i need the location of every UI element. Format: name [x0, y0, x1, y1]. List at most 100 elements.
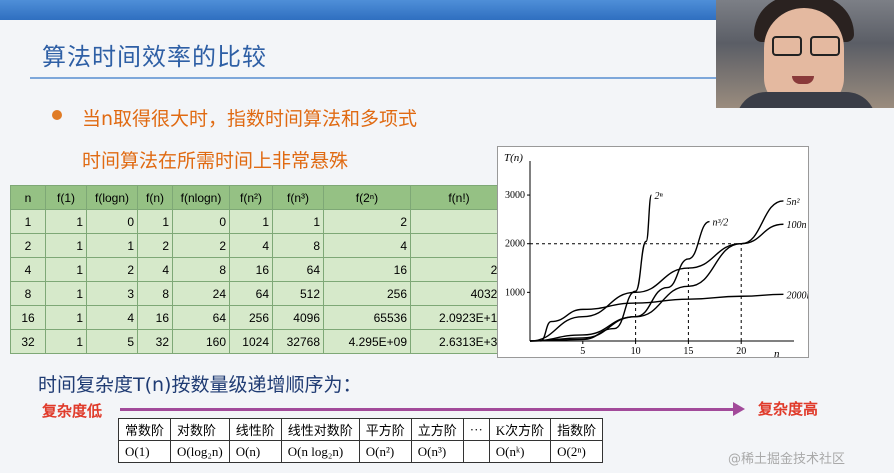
y-tick-label: 3000 — [505, 190, 525, 201]
table-cell: 1 — [45, 329, 87, 354]
order-name-cell: 线性对数阶 — [280, 418, 360, 441]
presenter-face — [764, 8, 844, 108]
table-cell: 8 — [272, 233, 324, 258]
table-cell: 0 — [86, 209, 138, 234]
y-axis-label: T(n) — [504, 152, 523, 164]
order-names-row: 常数阶 对数阶 线性阶 线性对数阶 平方阶 立方阶 ··· K次方阶 指数阶 — [117, 418, 604, 441]
arrow-head-icon — [733, 402, 745, 416]
table-row: 16 1 4 16 64 256 4096 65536 2.0923E+13 — [10, 305, 508, 330]
bullet-text-line1: 当n取得很大时，指数时间算法和多项式 — [82, 108, 418, 130]
table-cell: 64 — [172, 305, 230, 330]
table-cell: 4096 — [272, 305, 324, 330]
table-cell: 256 — [229, 305, 273, 330]
series-label: 100n — [786, 220, 806, 231]
table-cell: 2 — [410, 233, 508, 258]
table-cell: 16 — [323, 257, 411, 282]
x-tick-label: 20 — [736, 346, 746, 357]
table-header-cell: f(n²) — [229, 185, 273, 210]
title-underline — [30, 77, 720, 79]
increasing-arrow-line — [120, 408, 735, 411]
table-header-row: n f(1) f(logn) f(n) f(nlogn) f(n²) f(n³) f(2ⁿ) f… — [10, 185, 508, 210]
glasses-right — [810, 36, 840, 56]
table-row: 4 1 2 4 8 16 64 16 24 — [10, 257, 508, 282]
table-cell: 8 — [172, 257, 230, 282]
table-row: 32 1 5 32 160 1024 32768 4.295E+09 2.6313E+35 — [10, 329, 508, 354]
table-cell: 24 — [172, 281, 230, 306]
table-cell: 2 — [172, 233, 230, 258]
table-cell: 40320 — [410, 281, 508, 306]
table-header-cell: f(nlogn) — [172, 185, 230, 210]
webcam-overlay — [716, 0, 894, 108]
order-form-cell: O(log₂n) — [170, 440, 230, 463]
table-header-cell: f(n!) — [410, 185, 508, 210]
table-cell: 1024 — [229, 329, 273, 354]
high-complexity-label: 复杂度高 — [758, 400, 819, 418]
table-cell: 4 — [229, 233, 273, 258]
table-cell: 16 — [229, 257, 273, 282]
x-tick-label: 10 — [631, 346, 641, 357]
table-cell: 1 — [410, 209, 508, 234]
y-tick-label: 1000 — [505, 287, 525, 298]
function-table: n f(1) f(logn) f(n) f(nlogn) f(n²) f(n³) f(2ⁿ) f… — [10, 185, 508, 354]
y-tick-label: 2000 — [505, 239, 525, 250]
table-cell: 1 — [45, 257, 87, 282]
table-cell: 1 — [45, 281, 87, 306]
table-cell: 65536 — [323, 305, 411, 330]
table-cell: 1 — [86, 233, 138, 258]
table-cell: 4 — [323, 233, 411, 258]
table-cell: 64 — [229, 281, 273, 306]
table-cell: 16 — [137, 305, 173, 330]
glasses-left — [772, 36, 802, 56]
table-header-cell: f(n) — [137, 185, 173, 210]
series-label: 2000log₂n — [786, 290, 809, 301]
series-line — [540, 293, 784, 342]
table-cell: 160 — [172, 329, 230, 354]
table-cell: 256 — [323, 281, 411, 306]
series-label: n³/2 — [713, 218, 729, 229]
table-cell: 2 — [137, 233, 173, 258]
series-label: 2ⁿ — [654, 191, 663, 202]
table-cell: 1 — [137, 209, 173, 234]
order-form-cell: O(n log₂n) — [280, 440, 360, 463]
order-form-cell: O(n³) — [410, 440, 464, 463]
series-line — [529, 200, 784, 342]
presenter-shirt — [736, 92, 876, 108]
table-cell: 3 — [86, 281, 138, 306]
table-cell: 5 — [86, 329, 138, 354]
table-cell: 512 — [272, 281, 324, 306]
presenter-mouth — [792, 76, 814, 84]
table-cell: 1 — [45, 305, 87, 330]
table-header-cell: f(n³) — [272, 185, 324, 210]
table-cell: 0 — [172, 209, 230, 234]
order-name-cell: ··· — [462, 418, 490, 441]
order-table: 常数阶 对数阶 线性阶 线性对数阶 平方阶 立方阶 ··· K次方阶 指数阶 O(1) O(log… — [117, 418, 604, 463]
top-bar — [0, 0, 894, 20]
table-cell: 2 — [323, 209, 411, 234]
order-name-cell: 立方阶 — [410, 418, 464, 441]
watermark: @稀土掘金技术社区 — [728, 452, 846, 467]
table-cell: 1 — [45, 209, 87, 234]
order-forms-row: O(1) O(log₂n) O(n) O(n log₂n) O(n²) O(n³) O(nᵏ… — [117, 440, 604, 463]
slide-title: 算法时间效率的比较 — [42, 43, 267, 71]
order-form-cell: O(n²) — [358, 440, 412, 463]
table-cell: 8 — [137, 281, 173, 306]
series-line — [529, 223, 784, 342]
table-cell: 4.295E+09 — [323, 329, 411, 354]
x-tick-label: 5 — [580, 346, 585, 357]
series-label: 5n² — [786, 197, 800, 208]
table-cell: 2.6313E+35 — [410, 329, 508, 354]
bullet-dot — [52, 110, 62, 120]
order-form-cell: O(n) — [228, 440, 282, 463]
table-cell: 1 — [10, 209, 46, 234]
table-cell: 2 — [86, 257, 138, 282]
table-header-cell: n — [10, 185, 46, 210]
table-cell: 32 — [10, 329, 46, 354]
table-cell: 4 — [86, 305, 138, 330]
order-name-cell: K次方阶 — [488, 418, 552, 441]
series-line — [529, 220, 710, 342]
table-cell: 24 — [410, 257, 508, 282]
order-text: 时间复杂度T(n)按数量级递增顺序为： — [38, 374, 362, 396]
order-name-cell: 对数阶 — [170, 418, 230, 441]
